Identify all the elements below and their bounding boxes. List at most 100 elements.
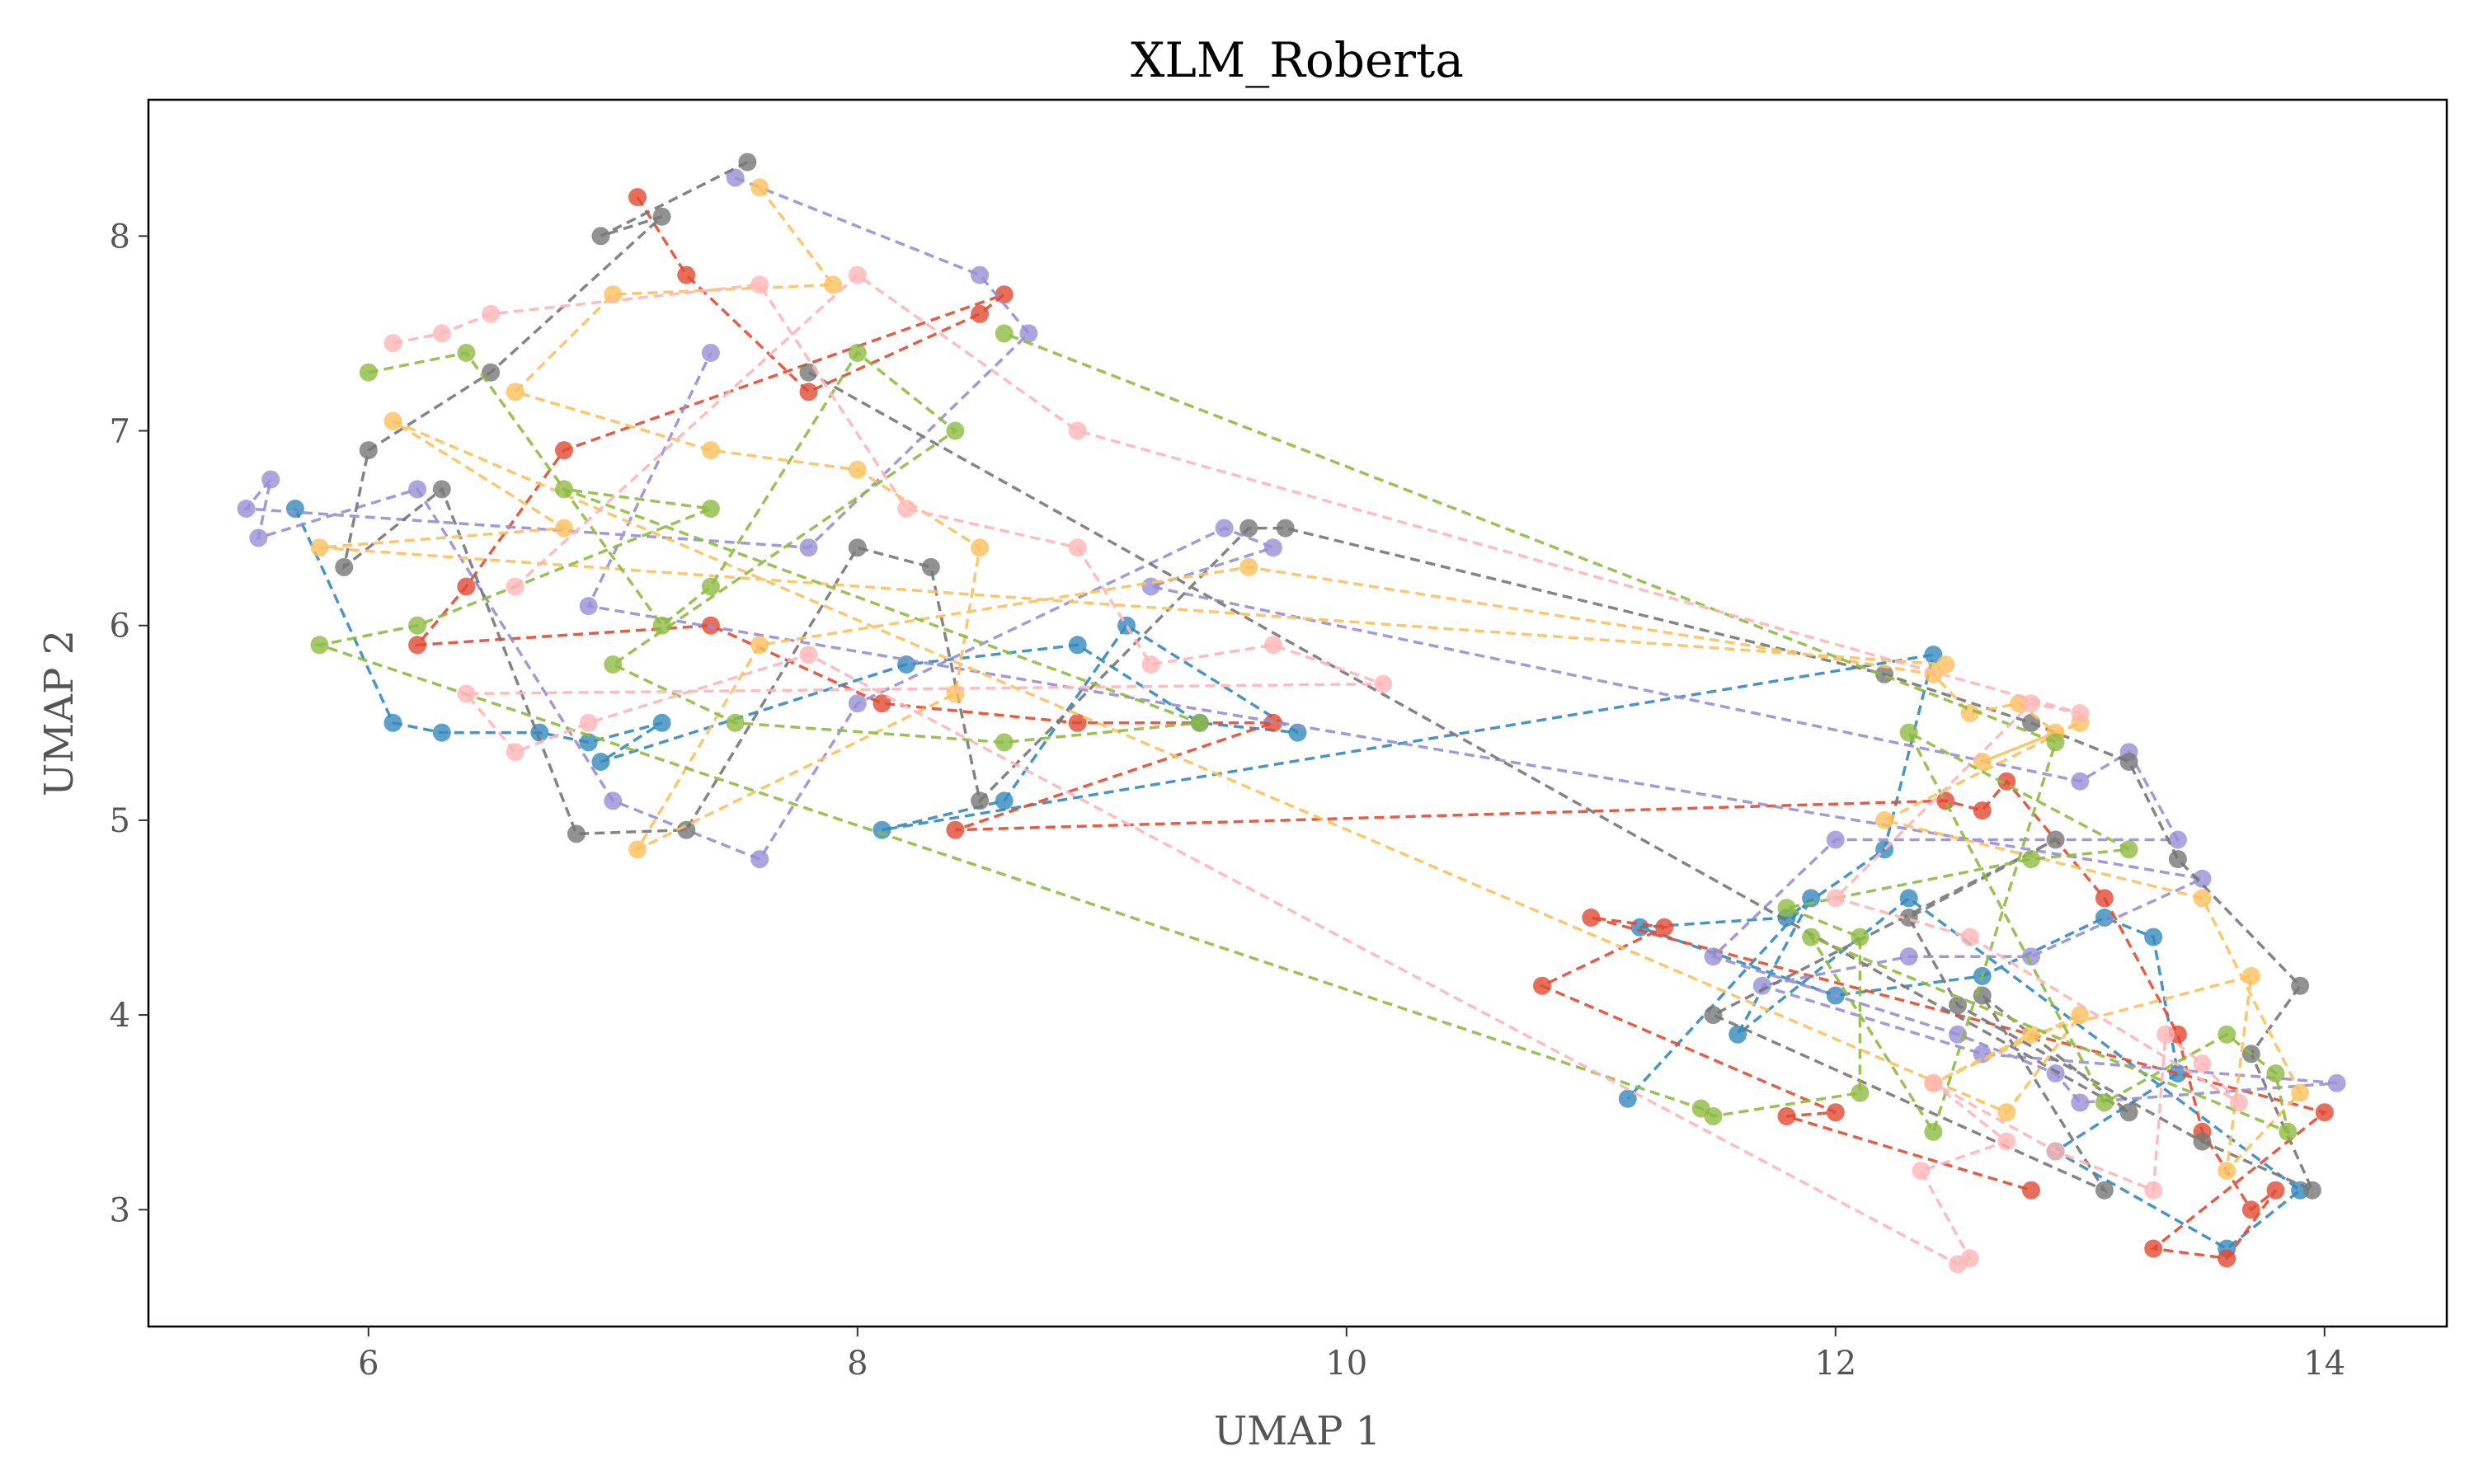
data-point xyxy=(2144,928,2163,946)
data-point xyxy=(2218,1025,2236,1044)
y-tick-label: 8 xyxy=(110,218,130,256)
data-point xyxy=(726,713,745,732)
data-point xyxy=(591,753,610,771)
data-point xyxy=(995,285,1014,304)
x-tick-label: 10 xyxy=(1325,1345,1367,1383)
data-point xyxy=(2071,1006,2090,1025)
data-point xyxy=(1655,918,1674,937)
x-tick-label: 6 xyxy=(358,1345,379,1383)
data-point xyxy=(799,646,818,665)
data-point xyxy=(848,694,867,713)
data-point xyxy=(432,723,451,742)
data-point xyxy=(408,480,427,499)
data-point xyxy=(628,840,647,859)
data-point xyxy=(1802,889,1821,908)
data-point xyxy=(1899,947,1918,966)
data-point xyxy=(482,363,501,382)
data-point xyxy=(1068,421,1087,440)
data-point xyxy=(383,713,402,732)
data-point xyxy=(2168,850,2187,869)
data-point xyxy=(2119,840,2138,859)
data-point xyxy=(799,383,818,402)
data-point xyxy=(1826,889,1845,908)
data-point xyxy=(872,820,891,839)
data-point xyxy=(2095,1181,2114,1200)
data-point xyxy=(750,178,769,197)
data-point xyxy=(652,713,671,732)
data-point xyxy=(848,265,867,284)
data-point xyxy=(335,557,354,576)
data-point xyxy=(995,324,1014,343)
data-point xyxy=(2119,753,2138,771)
data-point xyxy=(1851,1083,1870,1102)
data-point xyxy=(1374,674,1393,693)
data-point xyxy=(2218,1162,2236,1180)
y-tick-label: 7 xyxy=(110,413,130,451)
series-1-line xyxy=(414,196,2328,1261)
data-point xyxy=(1190,713,1209,732)
data-point xyxy=(2266,1064,2285,1082)
data-point xyxy=(1936,655,1955,674)
data-point xyxy=(701,577,720,596)
plot-area xyxy=(147,98,2448,1328)
data-point xyxy=(701,344,720,362)
series-2 xyxy=(237,168,2346,1112)
data-point xyxy=(2291,1083,2310,1102)
data-point xyxy=(750,850,769,869)
data-point xyxy=(579,713,598,732)
data-point xyxy=(1851,928,1870,946)
data-point xyxy=(408,636,427,655)
data-point xyxy=(2315,1103,2334,1122)
data-point xyxy=(652,207,671,226)
data-point xyxy=(2241,966,2260,985)
series-5 xyxy=(310,324,2298,1141)
data-point xyxy=(2022,1025,2040,1044)
data-point xyxy=(824,275,843,294)
x-tick-label: 14 xyxy=(2303,1345,2345,1383)
data-point xyxy=(1875,810,1894,829)
y-tick-label: 4 xyxy=(110,997,130,1035)
data-point xyxy=(2218,1249,2236,1268)
data-point xyxy=(971,538,990,557)
data-point xyxy=(971,791,990,810)
data-point xyxy=(604,655,623,674)
data-point xyxy=(2022,947,2040,966)
data-point xyxy=(2266,1181,2285,1200)
data-point xyxy=(555,480,573,499)
data-point xyxy=(652,616,671,635)
data-point xyxy=(2071,1093,2090,1112)
series-6 xyxy=(383,265,2248,1274)
y-axis: 3 4 5 6 7 8 xyxy=(110,218,148,1229)
series-1 xyxy=(408,188,2334,1268)
data-point xyxy=(897,500,916,518)
data-point xyxy=(1263,538,1282,557)
data-point xyxy=(2193,869,2212,888)
data-point xyxy=(555,441,573,460)
data-point xyxy=(1019,324,1038,343)
data-point xyxy=(995,733,1014,752)
data-point xyxy=(848,460,867,479)
data-point xyxy=(1936,791,1955,810)
data-point xyxy=(1729,1025,1747,1044)
data-point xyxy=(2144,1181,2163,1200)
data-point xyxy=(432,480,451,499)
data-point xyxy=(604,285,623,304)
data-point xyxy=(2193,889,2212,908)
plot-frame xyxy=(147,98,2448,1328)
data-point xyxy=(237,500,256,518)
x-axis: 6 8 10 12 14 xyxy=(358,1327,2345,1383)
data-point xyxy=(285,500,304,518)
data-point xyxy=(1924,646,1943,665)
data-point xyxy=(1802,928,1821,946)
y-axis-label: UMAP 2 xyxy=(36,630,82,796)
data-point xyxy=(1068,538,1087,557)
data-point xyxy=(1899,889,1918,908)
data-point xyxy=(2046,1064,2065,1082)
data-point xyxy=(579,733,598,752)
data-point xyxy=(1141,655,1160,674)
data-point xyxy=(2071,772,2090,791)
data-point xyxy=(726,168,745,187)
data-point xyxy=(591,227,610,246)
